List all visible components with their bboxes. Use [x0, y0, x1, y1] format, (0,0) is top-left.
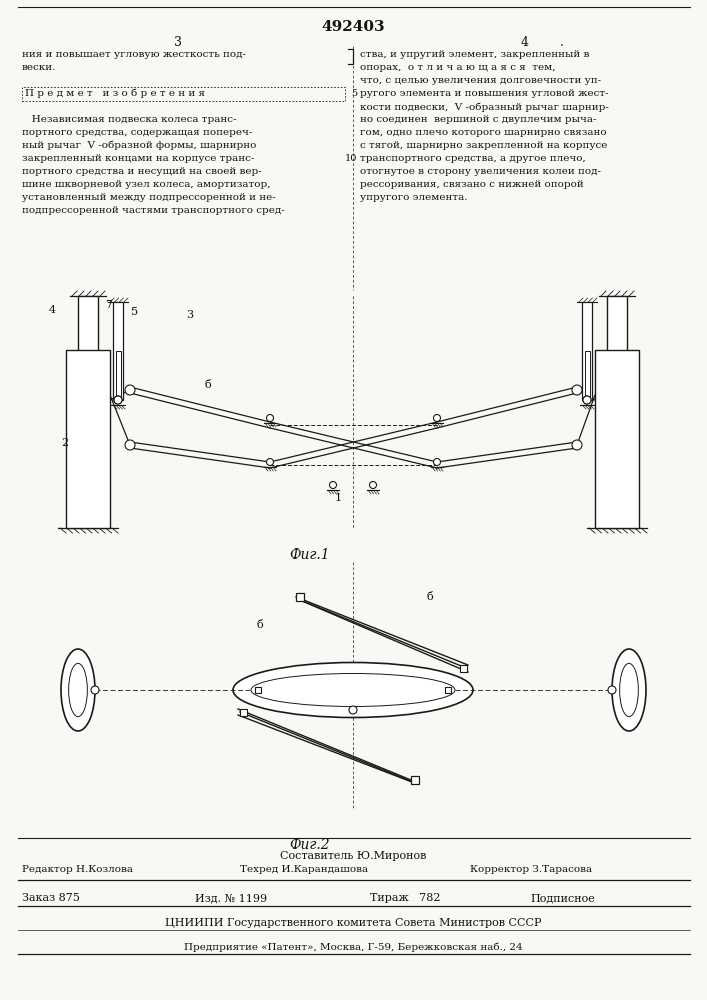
Bar [595, 350, 639, 528]
Text: вески.: вески. [22, 63, 57, 72]
Bar [585, 351, 590, 400]
Text: упругого элемента.: упругого элемента. [360, 193, 467, 202]
Ellipse shape [619, 663, 638, 717]
Text: установленный между подпрессоренной и не-: установленный между подпрессоренной и не… [22, 193, 276, 202]
Text: с тягой, шарнирно закрепленной на корпусе: с тягой, шарнирно закрепленной на корпус… [360, 141, 607, 150]
Text: 492403: 492403 [321, 20, 385, 34]
Bar [22, 87, 345, 101]
Text: ный рычаг  V -образной формы, шарнирно: ный рычаг V -образной формы, шарнирно [22, 141, 257, 150]
Text: подпрессоренной частями транспортного сред-: подпрессоренной частями транспортного ср… [22, 206, 285, 215]
Text: отогнутое в сторону увеличения колеи под-: отогнутое в сторону увеличения колеи под… [360, 167, 601, 176]
Text: 5: 5 [351, 89, 357, 98]
Bar [607, 296, 627, 354]
Text: 4: 4 [521, 36, 529, 49]
Bar [296, 593, 304, 601]
Circle shape [370, 482, 377, 488]
Ellipse shape [69, 663, 88, 717]
Text: транспортного средства, а другое плечо,: транспортного средства, а другое плечо, [360, 154, 586, 163]
Ellipse shape [612, 649, 646, 731]
Text: Тираж   782: Тираж 782 [370, 893, 440, 903]
Text: Заказ 875: Заказ 875 [22, 893, 80, 903]
Circle shape [572, 385, 582, 395]
Text: закрепленный концами на корпусе транс-: закрепленный концами на корпусе транс- [22, 154, 255, 163]
Text: 4: 4 [49, 305, 56, 315]
Text: 7: 7 [105, 300, 112, 310]
Text: опорах,  о т л и ч а ю щ а я с я  тем,: опорах, о т л и ч а ю щ а я с я тем, [360, 63, 556, 72]
Text: б: б [257, 620, 264, 630]
Bar [460, 664, 467, 672]
Circle shape [125, 385, 135, 395]
Text: Подписное: Подписное [530, 893, 595, 903]
Text: 2: 2 [62, 438, 69, 448]
Circle shape [329, 482, 337, 488]
Text: что, с целью увеличения долговечности уп-: что, с целью увеличения долговечности уп… [360, 76, 601, 85]
Bar [115, 351, 120, 400]
Bar [78, 296, 98, 354]
Bar [445, 687, 451, 693]
Circle shape [91, 686, 99, 694]
Text: .: . [560, 36, 564, 49]
Text: Фиг.1: Фиг.1 [290, 548, 330, 562]
Text: рессоривания, связано с нижней опорой: рессоривания, связано с нижней опорой [360, 180, 584, 189]
Text: Техред И.Карандашова: Техред И.Карандашова [240, 865, 368, 874]
Bar [255, 687, 261, 693]
Bar [113, 302, 123, 400]
Text: портного средства, содержащая попереч-: портного средства, содержащая попереч- [22, 128, 252, 137]
Circle shape [583, 396, 591, 404]
Text: портного средства и несущий на своей вер-: портного средства и несущий на своей вер… [22, 167, 262, 176]
Bar [240, 708, 247, 716]
Circle shape [114, 396, 122, 404]
Text: 3: 3 [187, 310, 194, 320]
Text: Независимая подвеска колеса транс-: Независимая подвеска колеса транс- [22, 115, 237, 124]
Circle shape [267, 414, 274, 422]
Text: Составитель Ю.Миронов: Составитель Ю.Миронов [280, 851, 426, 861]
Text: 1: 1 [334, 493, 341, 503]
Text: Редактор Н.Козлова: Редактор Н.Козлова [22, 865, 133, 874]
Circle shape [433, 458, 440, 466]
Text: 5: 5 [132, 307, 139, 317]
Text: ния и повышает угловую жесткость под-: ния и повышает угловую жесткость под- [22, 50, 246, 59]
Circle shape [125, 440, 135, 450]
Circle shape [349, 706, 357, 714]
Text: ругого элемента и повышения угловой жест-: ругого элемента и повышения угловой жест… [360, 89, 609, 98]
Text: ЦНИИПИ Государственного комитета Совета Министров СССР: ЦНИИПИ Государственного комитета Совета … [165, 918, 542, 928]
Circle shape [583, 396, 591, 404]
Ellipse shape [61, 649, 95, 731]
Text: шине шкворневой узел колеса, амортизатор,: шине шкворневой узел колеса, амортизатор… [22, 180, 271, 189]
Circle shape [433, 414, 440, 422]
Circle shape [267, 458, 274, 466]
Text: П р е д м е т   и з о б р е т е н и я: П р е д м е т и з о б р е т е н и я [25, 89, 205, 99]
Circle shape [608, 686, 616, 694]
Text: Изд. № 1199: Изд. № 1199 [195, 893, 267, 903]
Text: Предприятие «Патент», Москва, Г-59, Бережковская наб., 24: Предприятие «Патент», Москва, Г-59, Бере… [184, 942, 522, 952]
Text: 10: 10 [344, 154, 357, 163]
Text: б: б [426, 592, 433, 602]
Circle shape [114, 396, 122, 404]
Text: гом, одно плечо которого шарнирно связано: гом, одно плечо которого шарнирно связан… [360, 128, 607, 137]
Bar [582, 302, 592, 400]
Ellipse shape [251, 674, 455, 706]
Text: но соединен  вершиной с двуплечим рыча-: но соединен вершиной с двуплечим рыча- [360, 115, 597, 124]
Text: ства, и упругий элемент, закрепленный в: ства, и упругий элемент, закрепленный в [360, 50, 590, 59]
Text: Корректор З.Тарасова: Корректор З.Тарасова [470, 865, 592, 874]
Ellipse shape [233, 662, 473, 718]
Text: кости подвески,  V -образный рычаг шарнир-: кости подвески, V -образный рычаг шарнир… [360, 102, 609, 111]
Text: Фиг.2: Фиг.2 [290, 838, 330, 852]
Bar [411, 776, 419, 784]
Text: 3: 3 [174, 36, 182, 49]
Bar [66, 350, 110, 528]
Circle shape [572, 440, 582, 450]
Text: б: б [204, 380, 211, 390]
